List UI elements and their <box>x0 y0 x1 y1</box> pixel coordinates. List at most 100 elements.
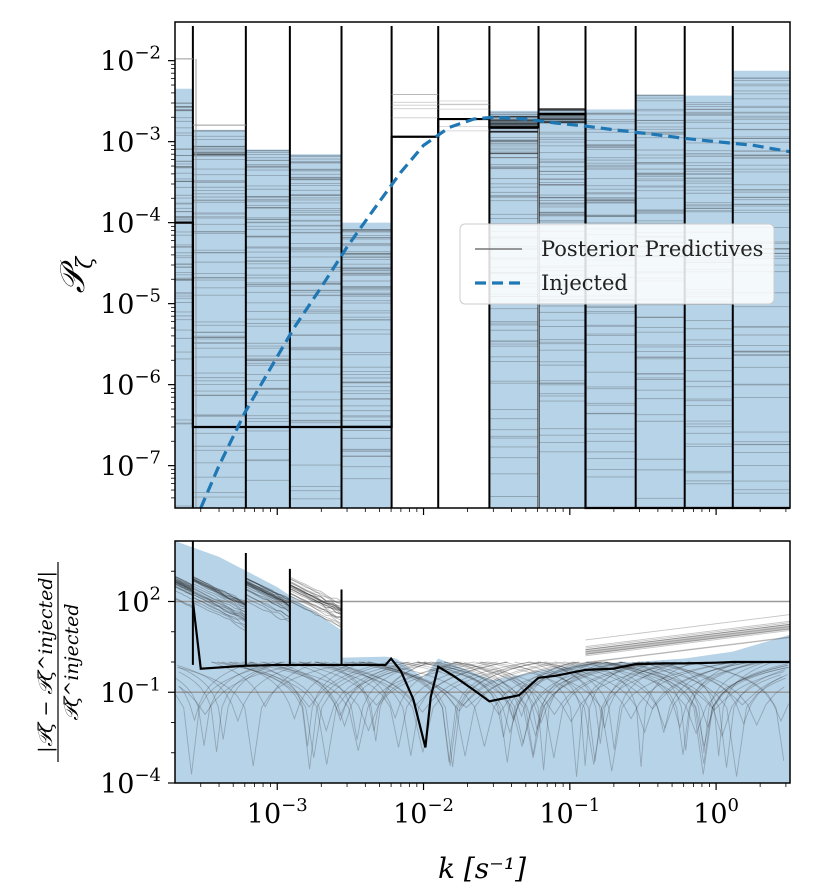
posterior-curve <box>178 661 283 740</box>
legend-box <box>459 223 775 305</box>
posterior-curve <box>174 586 194 597</box>
posterior-curve <box>537 661 752 734</box>
posterior-curve <box>245 579 291 603</box>
posterior-curve <box>417 661 603 735</box>
bottom-posterior-curves <box>174 541 791 777</box>
posterior-curve <box>221 661 398 770</box>
posterior-curve <box>594 661 785 711</box>
bottom-ylabel-denominator: 𝒫ζ^injected <box>61 603 83 720</box>
posterior-curve <box>299 661 498 748</box>
posterior-curve <box>192 583 246 610</box>
posterior-curve <box>245 577 291 602</box>
posterior-curve <box>192 575 247 606</box>
posterior-curve <box>192 588 247 618</box>
posterior-curve <box>174 579 194 590</box>
posterior-curve <box>602 661 788 764</box>
posterior-curve <box>174 579 194 590</box>
posterior-curve <box>174 585 194 596</box>
posterior-curve <box>289 592 342 618</box>
posterior-curve <box>174 581 194 592</box>
posterior-curve <box>192 580 246 608</box>
posterior-curve <box>245 577 290 601</box>
posterior-curve <box>174 584 193 594</box>
posterior-curve <box>192 596 247 623</box>
posterior-curve <box>245 577 291 601</box>
posterior-curve <box>192 591 247 618</box>
posterior-curve <box>178 661 282 753</box>
bottom-x-tick-label: 10−2 <box>393 795 454 830</box>
posterior-curve <box>245 593 291 618</box>
posterior-curve <box>585 628 791 655</box>
posterior-curve <box>192 593 247 622</box>
posterior-curve <box>245 581 291 606</box>
top-y-axis: 10−2 10−3 10−4 10−5 10−6 10−7 <box>100 43 175 499</box>
posterior-curve <box>192 578 247 607</box>
posterior-curve <box>585 623 791 651</box>
posterior-curve <box>291 661 462 706</box>
posterior-curve <box>289 582 342 610</box>
posterior-curve <box>645 661 783 706</box>
posterior-curve <box>585 627 791 654</box>
posterior-curve <box>314 661 531 713</box>
posterior-curve <box>174 578 194 589</box>
posterior-curve <box>289 583 342 611</box>
posterior-curve <box>192 578 247 606</box>
posterior-curve <box>245 589 290 611</box>
posterior-curve <box>504 661 650 777</box>
posterior-curve <box>249 661 488 732</box>
posterior-curve <box>192 602 247 632</box>
posterior-curve <box>528 661 734 720</box>
posterior-curve <box>245 586 291 610</box>
posterior-curve <box>174 579 194 589</box>
posterior-band-bin-3 <box>289 154 342 508</box>
posterior-curve <box>234 661 419 733</box>
posterior-curve <box>602 661 758 729</box>
top-y-tick-label: 10−4 <box>100 205 161 240</box>
posterior-curve <box>260 661 420 717</box>
posterior-curve <box>174 577 194 588</box>
posterior-curve <box>687 661 790 722</box>
x-axis-label: k [s⁻¹] <box>438 852 526 885</box>
posterior-curve <box>245 594 291 618</box>
posterior-curve <box>192 579 246 605</box>
posterior-curve <box>289 588 342 615</box>
posterior-curve <box>436 661 590 720</box>
posterior-curve <box>289 586 342 613</box>
posterior-curve <box>174 576 194 587</box>
bottom-reference-lines <box>175 600 790 694</box>
posterior-curve <box>604 661 782 738</box>
posterior-curve <box>689 661 785 761</box>
posterior-band-bin-7 <box>489 110 539 509</box>
posterior-curve <box>289 578 342 605</box>
posterior-curve <box>192 585 247 613</box>
posterior-curve <box>174 582 194 593</box>
legend: Posterior Predictives Injected <box>459 223 775 305</box>
posterior-curve <box>395 661 603 716</box>
posterior-curve <box>211 661 320 708</box>
posterior-curve <box>453 661 656 716</box>
top-panel: 10−2 10−3 10−4 10−5 10−6 10−7 𝒫ζ Posterior Pr… <box>53 21 791 515</box>
posterior-curve <box>430 661 576 738</box>
legend-injected-label: Injected <box>541 271 628 295</box>
posterior-curve <box>245 583 291 607</box>
posterior-curve <box>343 661 589 709</box>
bottom-y-axis-label: |𝒫ζ − 𝒫ζ^injected| 𝒫ζ^injected <box>35 562 83 762</box>
posterior-curve <box>585 636 791 663</box>
top-posterior-bands <box>175 70 790 509</box>
posterior-curve <box>245 583 291 608</box>
posterior-curve <box>585 614 791 641</box>
posterior-curve <box>463 661 580 718</box>
posterior-curve <box>638 661 786 768</box>
posterior-curve <box>590 661 788 775</box>
posterior-curve <box>174 581 194 592</box>
posterior-curve <box>174 583 194 594</box>
top-y-tick-label: 10−7 <box>100 448 161 483</box>
posterior-curve <box>192 579 247 609</box>
bottom-x-axis: 10−3 10−2 10−1 100 <box>200 783 787 830</box>
posterior-curve <box>454 661 574 723</box>
posterior-band-bin-1 <box>192 129 246 508</box>
posterior-curve <box>174 583 194 593</box>
posterior-curve <box>452 661 690 723</box>
top-ghost-lines <box>175 58 539 508</box>
